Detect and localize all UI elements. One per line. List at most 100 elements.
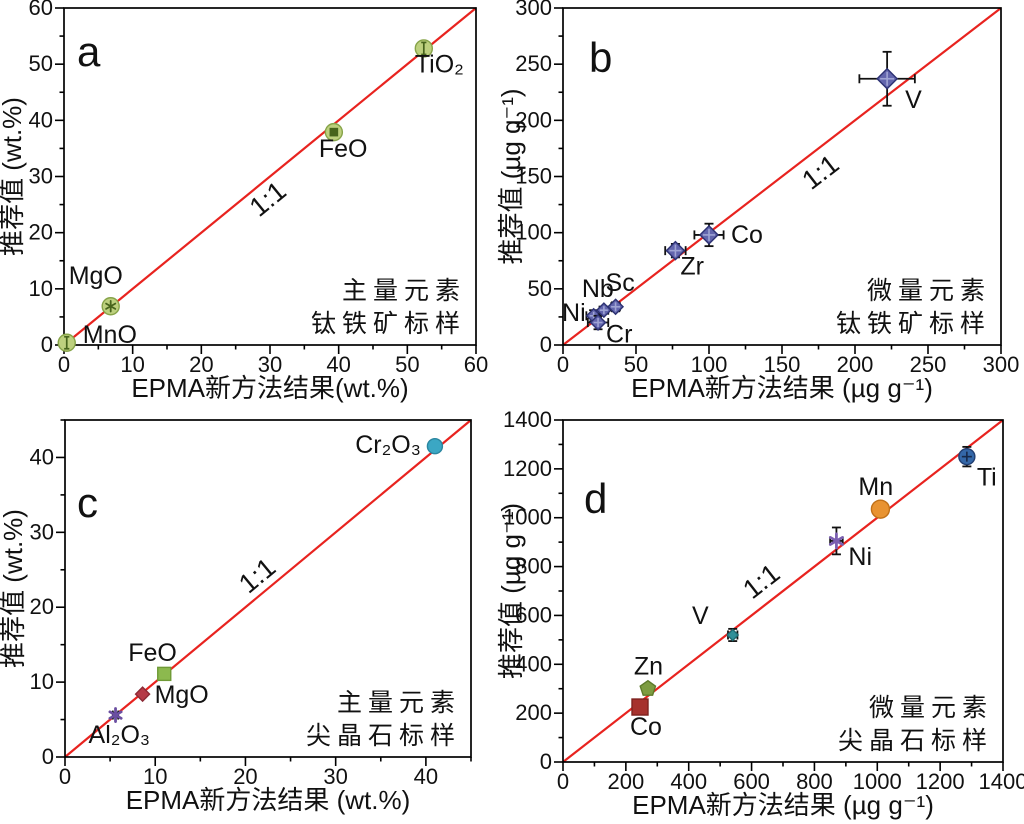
data-point-Zn (639, 679, 657, 696)
point-label-V: V (692, 602, 709, 630)
data-point-marker-Cr₂O₃ (426, 438, 444, 455)
data-point-marker-Zn (639, 679, 657, 696)
x-tick-label: 400 (670, 769, 707, 794)
data-point-marker-V (726, 628, 740, 642)
point-label-MgO: MgO (155, 681, 209, 709)
x-tick-label: 30 (258, 352, 282, 377)
data-point-Ni (828, 526, 844, 556)
data-point-Al₂O₃ (108, 707, 123, 723)
panel-d: 1:1 0 200 400 600 800 1000 1200 1400 0 200 400 600 80… (496, 407, 1024, 820)
annotation-line-1: 主量元素 (337, 689, 461, 717)
y-tick-label: 30 (30, 519, 54, 544)
y-tick-label: 10 (29, 276, 53, 301)
x-tick-label: 200 (837, 352, 874, 377)
y-tick-label: 0 (540, 332, 552, 357)
data-point-marker-Ni (828, 536, 844, 546)
x-tick-label: 60 (464, 352, 488, 377)
one-to-one-line (562, 7, 1002, 346)
data-point-MgO (134, 686, 151, 703)
x-axis-label: EPMA新方法结果(wt.%) (131, 373, 408, 403)
data-point-Zr (664, 240, 687, 261)
x-tick-label: 1000 (853, 769, 902, 794)
y-axis-label: 推荐值 (µg g⁻¹) (496, 88, 526, 264)
y-axis-label: 推荐值 (wt.%) (0, 509, 28, 668)
y-tick-label: 20 (30, 594, 54, 619)
x-tick-label: 150 (764, 352, 801, 377)
x-tick-label: 1400 (979, 769, 1024, 794)
y-tick-label: 400 (515, 651, 552, 676)
x-tick-label: 600 (733, 769, 770, 794)
x-tick-label: 50 (624, 352, 648, 377)
data-point-marker-MgO (134, 686, 151, 703)
ref-line-label: 1:1 (797, 149, 845, 196)
data-point-inner-FeO (329, 127, 339, 137)
point-label-Sc: Sc (606, 269, 635, 297)
y-tick-label: 250 (515, 51, 552, 76)
data-point-Cr (586, 314, 610, 332)
data-point-marker-Al₂O₃ (108, 710, 123, 720)
data-point-marker-Co (631, 698, 649, 716)
data-point-marker-Mn (870, 499, 891, 519)
y-tick-label: 0 (540, 749, 552, 774)
y-axis-label: 推荐值 (µg g⁻¹) (496, 503, 526, 679)
point-label-Zr: Zr (680, 253, 704, 281)
y-tick-label: 1000 (503, 505, 552, 530)
annotation-line-2: 钛铁矿标样 (311, 310, 466, 338)
point-label-FeO: FeO (319, 135, 368, 163)
y-tick-label: 10 (30, 669, 54, 694)
annotation-line-1: 微量元素 (869, 694, 993, 722)
point-label-Ni: Ni (562, 299, 586, 327)
data-point-Sc (607, 298, 625, 316)
ref-line-label: 1:1 (233, 552, 281, 599)
y-axis-label: 推荐值 (wt.%) (0, 97, 27, 256)
ref-line-label: 1:1 (737, 558, 785, 605)
x-tick-label: 30 (323, 764, 347, 789)
x-axis-label: EPMA新方法结果 (wt.%) (126, 785, 411, 815)
x-tick-label: 1200 (916, 769, 965, 794)
data-point-MgO (101, 297, 120, 316)
x-tick-label: 0 (58, 352, 70, 377)
ref-line-label: 1:1 (244, 176, 292, 223)
point-label-Zn: Zn (634, 653, 663, 681)
x-tick-label: 200 (607, 769, 644, 794)
y-tick-label: 200 (515, 700, 552, 725)
y-tick-label: 30 (29, 164, 53, 189)
y-tick-label: 1200 (503, 456, 552, 481)
x-tick-label: 50 (395, 352, 419, 377)
x-tick-label: 0 (557, 352, 569, 377)
y-tick-label: 40 (30, 444, 54, 469)
data-point-TiO₂ (414, 39, 434, 58)
point-label-Ti: Ti (977, 464, 997, 492)
one-to-one-line (64, 419, 472, 758)
point-label-Mn: Mn (858, 473, 893, 501)
point-label-TiO₂: TiO₂ (415, 50, 464, 78)
y-tick-label: 1400 (503, 407, 552, 432)
panel-letter-d: d (584, 475, 607, 522)
x-tick-label: 40 (414, 764, 438, 789)
x-tick-label: 20 (189, 352, 213, 377)
data-point-Co (693, 222, 725, 248)
y-tick-label: 300 (515, 0, 552, 20)
x-tick-label: 10 (120, 352, 144, 377)
point-label-Co: Co (731, 221, 763, 249)
y-tick-label: 50 (528, 276, 552, 301)
data-point-marker-FeO (157, 666, 172, 682)
plot-frame (64, 419, 472, 758)
x-tick-label: 0 (557, 769, 569, 794)
data-point-MnO (57, 333, 76, 352)
x-tick-label: 20 (233, 764, 257, 789)
data-point-Co (631, 698, 649, 716)
data-point-Mn (870, 499, 891, 519)
point-label-Co: Co (630, 713, 662, 741)
y-tick-label: 100 (515, 220, 552, 245)
data-point-V (726, 627, 740, 642)
panel-letter-b: b (589, 34, 612, 81)
y-tick-label: 40 (29, 107, 53, 132)
annotation-line-2: 尖晶石标样 (838, 727, 993, 755)
annotation-line-2: 尖晶石标样 (306, 722, 461, 750)
y-tick-label: 600 (515, 602, 552, 627)
point-label-MnO: MnO (83, 321, 137, 349)
y-tick-label: 0 (42, 744, 54, 769)
data-point-Cr₂O₃ (426, 438, 444, 455)
